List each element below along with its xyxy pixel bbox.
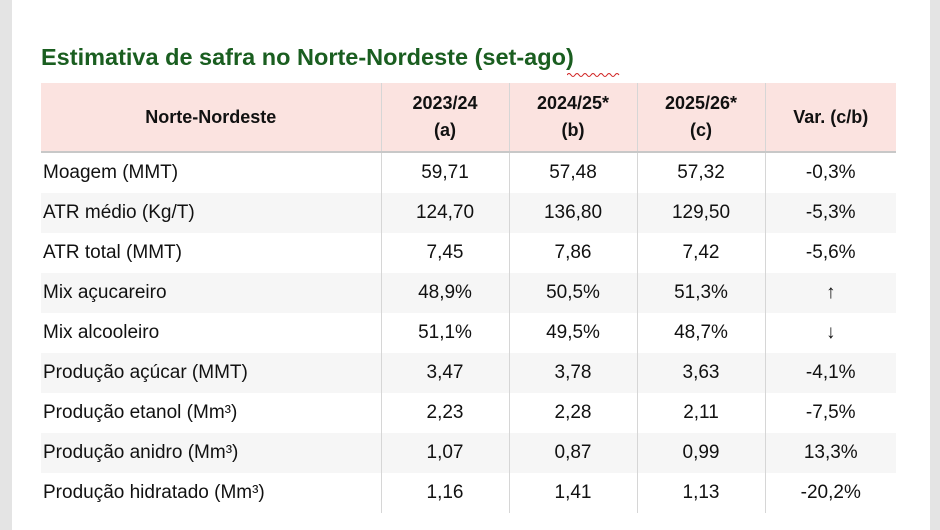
value-cell-b: 2,28 [509,393,637,433]
value-cell-b: 57,48 [509,152,637,193]
header-cell: 2024/25* (b) [509,83,637,152]
value-cell-b: 49,5% [509,313,637,353]
header-cell: 2025/26* (c) [637,83,765,152]
variation-cell: -5,6% [765,233,896,273]
value-cell-a: 1,07 [381,433,509,473]
table-row: Mix alcooleiro 51,1% 49,5% 48,7% ↓ [41,313,896,353]
header-sublabel: (b) [511,117,636,144]
table-row: Produção anidro (Mm³) 1,07 0,87 0,99 13,3% [41,433,896,473]
table-row: ATR total (MMT) 7,45 7,86 7,42 -5,6% [41,233,896,273]
value-cell-b: 7,86 [509,233,637,273]
value-cell-a: 2,23 [381,393,509,433]
value-cell-c: 51,3% [637,273,765,313]
row-label-cell: Mix açucareiro [41,273,381,313]
row-label-cell: Produção açúcar (MMT) [41,353,381,393]
header-sublabel: (c) [639,117,764,144]
right-margin-strip [930,0,940,530]
row-label-cell: ATR total (MMT) [41,233,381,273]
header-sublabel: (a) [383,117,508,144]
row-label-cell: Produção etanol (Mm³) [41,393,381,433]
value-cell-b: 136,80 [509,193,637,233]
table-row: Moagem (MMT) 59,71 57,48 57,32 -0,3% [41,152,896,193]
value-cell-a: 3,47 [381,353,509,393]
variation-cell: -0,3% [765,152,896,193]
left-margin-strip [0,0,12,530]
value-cell-a: 51,1% [381,313,509,353]
value-cell-a: 124,70 [381,193,509,233]
variation-cell: ↓ [765,313,896,353]
slide-title: Estimativa de safra no Norte-Nordeste (s… [41,44,574,71]
header-row: Norte-Nordeste 2023/24 (a) 2024/25* (b) 2025/… [41,83,896,152]
variation-cell: ↑ [765,273,896,313]
value-cell-c: 48,7% [637,313,765,353]
table-row: ATR médio (Kg/T) 124,70 136,80 129,50 -5,3% [41,193,896,233]
row-label-cell: Mix alcooleiro [41,313,381,353]
header-cell: Var. (c/b) [765,83,896,152]
value-cell-b: 0,87 [509,433,637,473]
value-cell-c: 7,42 [637,233,765,273]
row-label-cell: ATR médio (Kg/T) [41,193,381,233]
value-cell-a: 7,45 [381,233,509,273]
value-cell-a: 1,16 [381,473,509,513]
table-body: Moagem (MMT) 59,71 57,48 57,32 -0,3% ATR médi… [41,152,896,513]
spellcheck-underline [567,72,621,78]
value-cell-c: 1,13 [637,473,765,513]
header-label: 2025/26* [639,90,764,117]
header-label: Norte-Nordeste [42,104,380,131]
variation-cell: 13,3% [765,433,896,473]
header-label: 2024/25* [511,90,636,117]
value-cell-a: 59,71 [381,152,509,193]
row-label-cell: Moagem (MMT) [41,152,381,193]
header-cell: 2023/24 (a) [381,83,509,152]
header-cell: Norte-Nordeste [41,83,381,152]
variation-cell: -5,3% [765,193,896,233]
table-row: Produção açúcar (MMT) 3,47 3,78 3,63 -4,1% [41,353,896,393]
table-row: Mix açucareiro 48,9% 50,5% 51,3% ↑ [41,273,896,313]
value-cell-c: 57,32 [637,152,765,193]
row-label-cell: Produção hidratado (Mm³) [41,473,381,513]
table-row: Produção etanol (Mm³) 2,23 2,28 2,11 -7,5% [41,393,896,433]
harvest-estimate-table: Norte-Nordeste 2023/24 (a) 2024/25* (b) 2025/… [41,83,896,513]
value-cell-b: 50,5% [509,273,637,313]
header-label: 2023/24 [383,90,508,117]
row-label-cell: Produção anidro (Mm³) [41,433,381,473]
variation-cell: -4,1% [765,353,896,393]
value-cell-c: 2,11 [637,393,765,433]
variation-cell: -20,2% [765,473,896,513]
header-label: Var. (c/b) [767,104,896,131]
value-cell-c: 129,50 [637,193,765,233]
value-cell-b: 3,78 [509,353,637,393]
value-cell-b: 1,41 [509,473,637,513]
value-cell-c: 0,99 [637,433,765,473]
value-cell-c: 3,63 [637,353,765,393]
slide: Estimativa de safra no Norte-Nordeste (s… [12,0,930,530]
variation-cell: -7,5% [765,393,896,433]
table-row: Produção hidratado (Mm³) 1,16 1,41 1,13 -20,… [41,473,896,513]
value-cell-a: 48,9% [381,273,509,313]
